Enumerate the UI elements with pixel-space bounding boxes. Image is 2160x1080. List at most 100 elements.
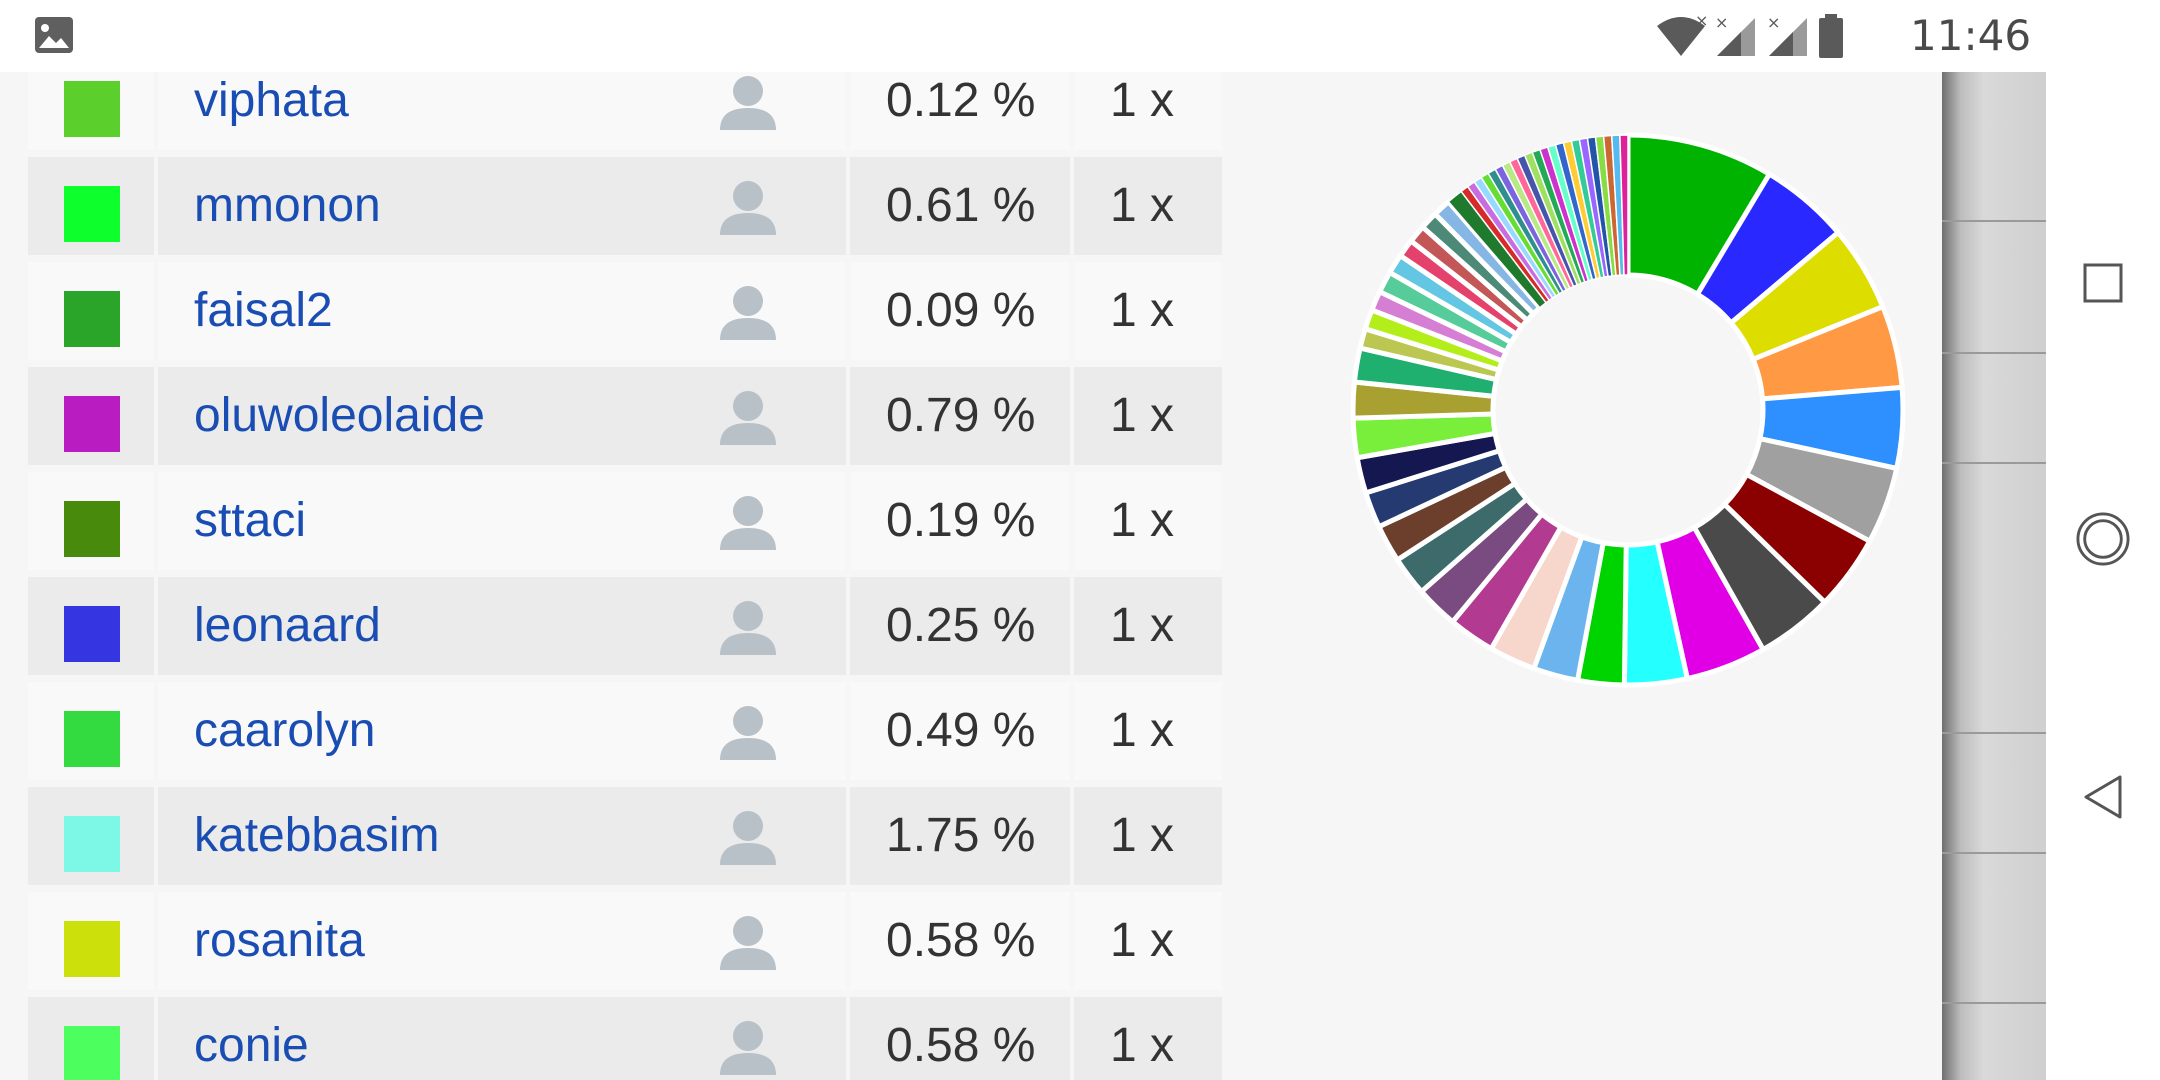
name-cell: viphata — [158, 72, 846, 150]
user-name-link[interactable]: viphata — [194, 74, 349, 127]
percent-cell: 1.75 % — [850, 787, 1070, 885]
name-cell: katebbasim — [158, 787, 846, 885]
count-value: 1 x — [1110, 914, 1175, 967]
table-row: oluwoleolaide 0.79 % 1 x — [28, 367, 1246, 465]
color-cell — [28, 787, 154, 885]
table-row: rosanita 0.58 % 1 x — [28, 892, 1246, 990]
user-icon — [720, 286, 776, 340]
color-cell — [28, 682, 154, 780]
count-cell: 1 x — [1074, 892, 1246, 990]
count-cell: 1 x — [1074, 72, 1246, 150]
color-swatch — [64, 921, 120, 977]
percent-value: 0.12 % — [886, 74, 1036, 127]
percent-cell: 0.58 % — [850, 892, 1070, 990]
name-cell: caarolyn — [158, 682, 846, 780]
percent-value: 0.61 % — [886, 179, 1036, 232]
count-cell: 1 x — [1074, 577, 1246, 675]
color-swatch — [64, 291, 120, 347]
percent-cell: 0.79 % — [850, 367, 1070, 465]
count-value: 1 x — [1110, 1019, 1175, 1072]
user-icon — [720, 181, 776, 235]
user-name-link[interactable]: oluwoleolaide — [194, 389, 485, 442]
user-icon — [720, 76, 776, 130]
count-value: 1 x — [1110, 599, 1175, 652]
app-content: viphata 0.12 % 1 x mmonon 0.61 % 1 x faisal2 0.… — [0, 72, 2046, 1080]
name-cell: sttaci — [158, 472, 846, 570]
table-row: viphata 0.12 % 1 x — [28, 72, 1246, 150]
count-value: 1 x — [1110, 74, 1175, 127]
battery-icon — [1819, 14, 1843, 58]
table-row: katebbasim 1.75 % 1 x — [28, 787, 1246, 885]
user-icon — [720, 496, 776, 550]
count-value: 1 x — [1110, 284, 1175, 337]
percent-value: 1.75 % — [886, 809, 1036, 862]
user-name-link[interactable]: mmonon — [194, 179, 381, 232]
count-value: 1 x — [1110, 389, 1175, 442]
color-cell — [28, 157, 154, 255]
user-name-link[interactable]: rosanita — [194, 914, 365, 967]
table-row: conie 0.58 % 1 x — [28, 997, 1246, 1080]
count-value: 1 x — [1110, 809, 1175, 862]
user-icon — [720, 916, 776, 970]
svg-text:×: × — [1715, 14, 1728, 32]
user-icon — [720, 811, 776, 865]
count-cell: 1 x — [1074, 367, 1246, 465]
signal-icon: × — [1767, 14, 1807, 56]
home-button[interactable] — [2076, 512, 2130, 566]
count-cell: 1 x — [1074, 682, 1246, 780]
percent-value: 0.79 % — [886, 389, 1036, 442]
color-cell — [28, 72, 154, 150]
square-icon — [2083, 263, 2123, 303]
count-cell: 1 x — [1074, 472, 1246, 570]
navigation-bar — [2046, 0, 2160, 1080]
count-value: 1 x — [1110, 179, 1175, 232]
status-bar: × × × 11:46 — [0, 0, 2046, 73]
table-row: leonaard 0.25 % 1 x — [28, 577, 1246, 675]
count-value: 1 x — [1110, 704, 1175, 757]
color-swatch — [64, 606, 120, 662]
color-cell — [28, 262, 154, 360]
table-row: faisal2 0.09 % 1 x — [28, 262, 1246, 360]
svg-text:×: × — [1695, 14, 1707, 30]
count-cell: 1 x — [1074, 997, 1246, 1080]
percent-value: 0.25 % — [886, 599, 1036, 652]
percent-cell: 0.25 % — [850, 577, 1070, 675]
recents-button[interactable] — [2076, 256, 2130, 310]
table-row: sttaci 0.19 % 1 x — [28, 472, 1246, 570]
user-name-link[interactable]: conie — [194, 1019, 309, 1072]
percent-cell: 0.49 % — [850, 682, 1070, 780]
percent-value: 0.58 % — [886, 914, 1036, 967]
user-name-link[interactable]: leonaard — [194, 599, 381, 652]
right-scroll-area[interactable] — [1942, 72, 2046, 1080]
user-icon — [720, 706, 776, 760]
color-swatch — [64, 396, 120, 452]
percent-cell: 0.58 % — [850, 997, 1070, 1080]
back-triangle-icon — [2084, 775, 2122, 819]
percent-cell: 0.19 % — [850, 472, 1070, 570]
name-cell: rosanita — [158, 892, 846, 990]
percent-value: 0.58 % — [886, 1019, 1036, 1072]
color-swatch — [64, 816, 120, 872]
table-row: mmonon 0.61 % 1 x — [28, 157, 1246, 255]
user-name-link[interactable]: caarolyn — [194, 704, 376, 757]
percent-value: 0.09 % — [886, 284, 1036, 337]
name-cell: mmonon — [158, 157, 846, 255]
back-button[interactable] — [2076, 770, 2130, 824]
wifi-icon: × — [1657, 14, 1707, 56]
donut-slice[interactable] — [1619, 134, 1629, 276]
name-cell: oluwoleolaide — [158, 367, 846, 465]
percent-value: 0.49 % — [886, 704, 1036, 757]
count-cell: 1 x — [1074, 157, 1246, 255]
count-cell: 1 x — [1074, 262, 1246, 360]
color-cell — [28, 892, 154, 990]
color-swatch — [64, 711, 120, 767]
svg-text:×: × — [1767, 14, 1780, 32]
user-name-link[interactable]: katebbasim — [194, 809, 440, 862]
count-value: 1 x — [1110, 494, 1175, 547]
user-name-link[interactable]: sttaci — [194, 494, 307, 547]
name-cell: leonaard — [158, 577, 846, 675]
count-cell: 1 x — [1074, 787, 1246, 885]
color-swatch — [64, 186, 120, 242]
user-name-link[interactable]: faisal2 — [194, 284, 333, 337]
color-swatch — [64, 501, 120, 557]
